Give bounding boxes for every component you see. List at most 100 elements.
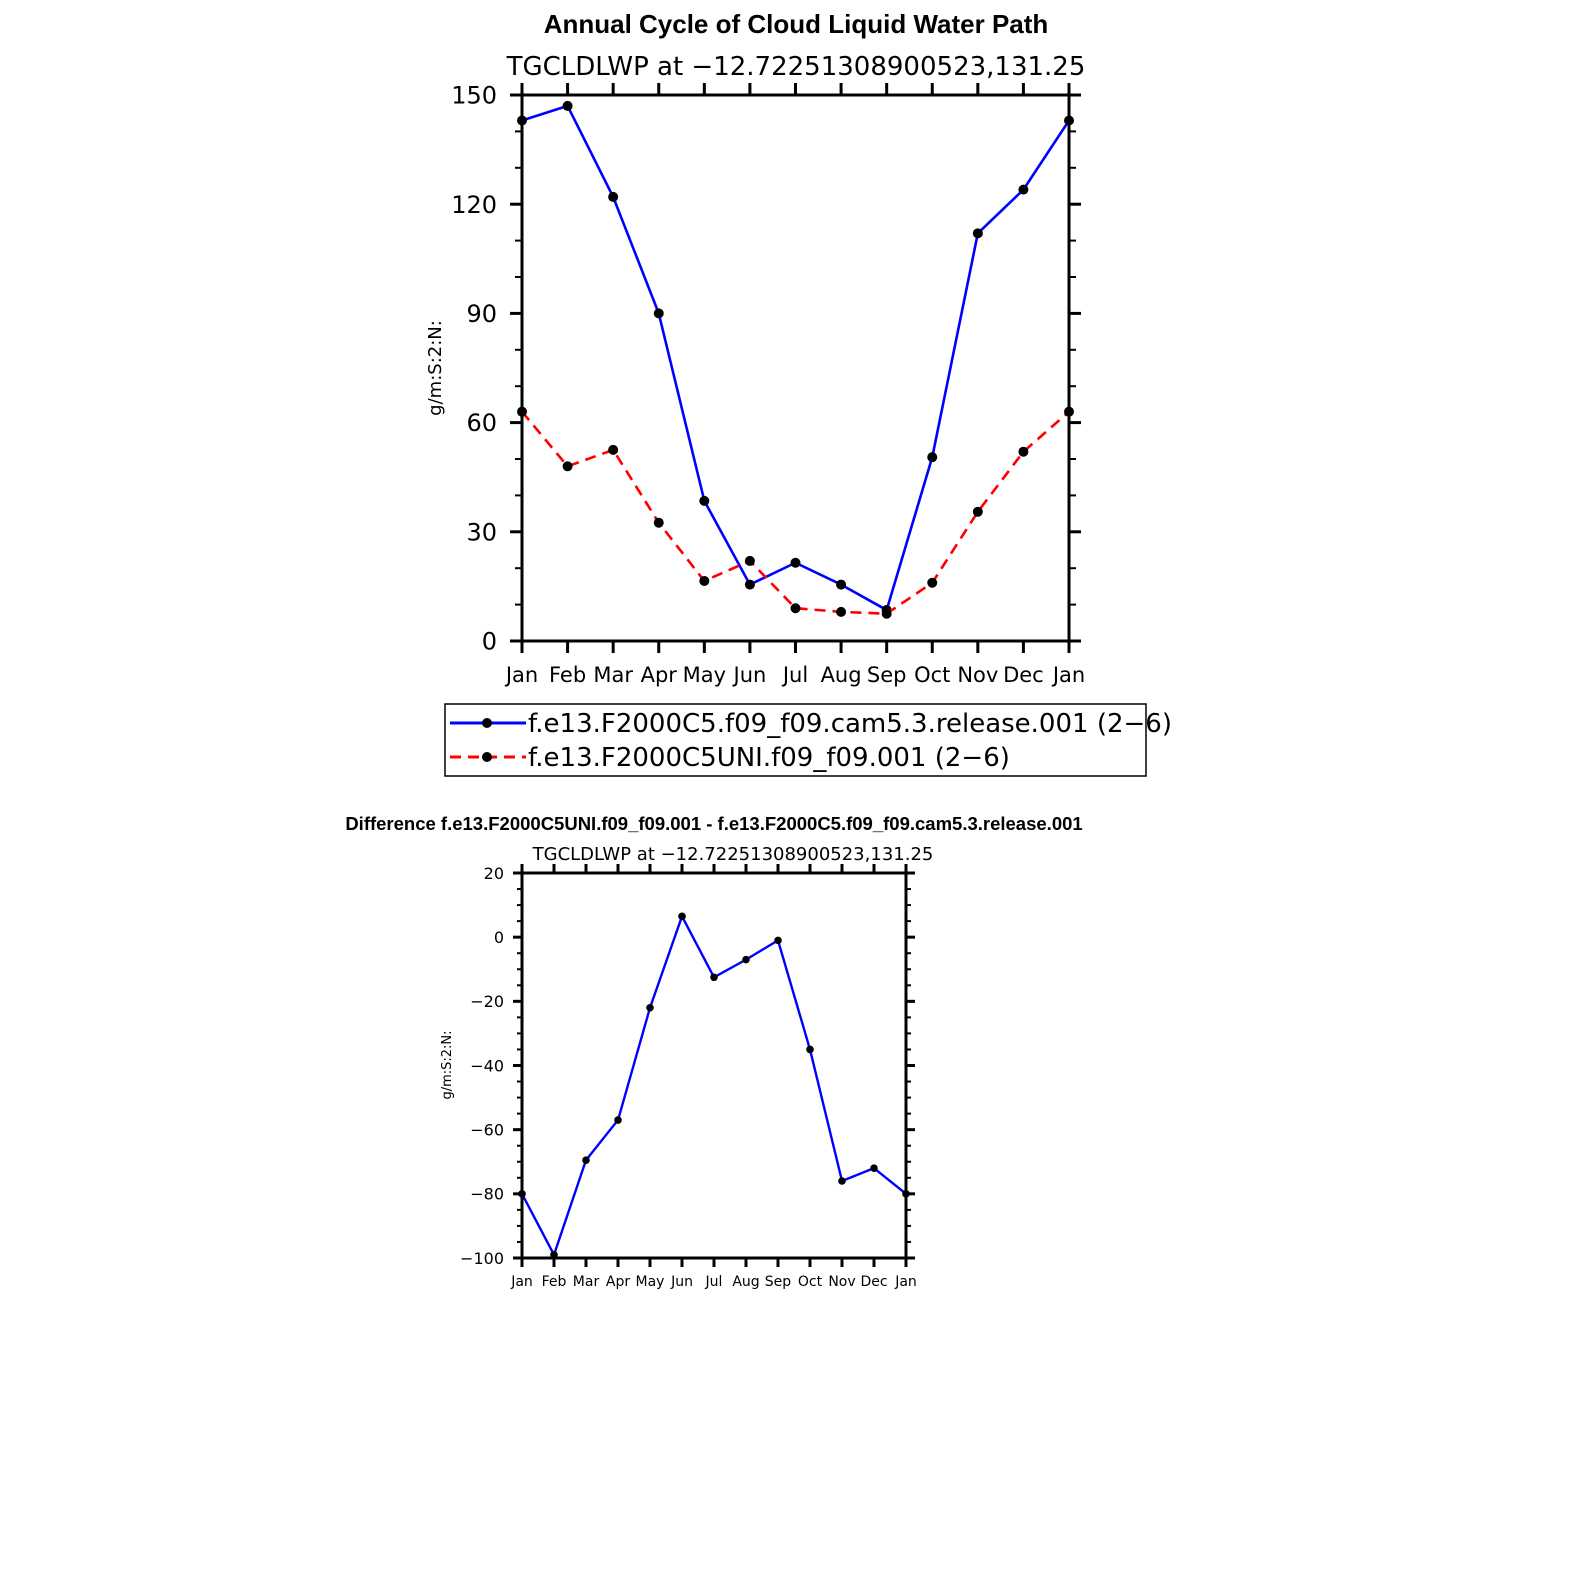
x-tick-label: Sep [765,1274,792,1290]
data-point [744,579,755,590]
data-point [710,973,718,982]
data-point [836,579,847,590]
data-point [517,115,527,126]
data-point [699,495,710,506]
x-tick-label: Jan [1051,663,1085,687]
data-point [562,461,573,472]
data-point [902,1190,910,1198]
data-point [614,1116,622,1124]
data-point [744,555,755,566]
y-tick-label: 90 [466,300,497,328]
y-axis-label: g/m:S:2:N: [425,320,446,416]
x-tick-labels: Jan Feb Mar Apr May Jun Jul Aug Sep Oct Nov Dec Jan [510,1274,917,1290]
x-tick-label: Jan [504,663,538,687]
x-tick-label: Jun [670,1274,693,1290]
data-point [653,308,664,319]
axis-ticks [513,864,915,1267]
data-point [870,1164,878,1172]
data-point [881,608,892,619]
y-tick-label: 0 [494,928,504,947]
x-tick-label: Aug [821,663,862,687]
data-point [972,228,983,239]
data-point [608,444,619,455]
difference-chart: Difference f.e13.F2000C5UNI.f09_f09.001 … [345,813,1082,1290]
axis-ticks [510,83,1081,653]
data-point [972,506,983,517]
data-point [836,606,847,617]
series-line-1 [521,410,1070,616]
x-tick-label: Jan [510,1274,533,1290]
x-tick-label: Mar [593,663,633,687]
y-tick-label: 0 [482,628,497,656]
legend: f.e13.F2000C5.f09_f09.cam5.3.release.001… [444,703,1172,777]
x-tick-label: Apr [641,663,678,687]
data-point [653,517,664,528]
legend-entry-blue: f.e13.F2000C5.f09_f09.cam5.3.release.001… [450,709,1172,739]
y-tick-labels: −100 −80 −60 −40 −20 0 20 [460,864,504,1268]
x-tick-label: Oct [798,1274,823,1290]
data-point [1018,446,1029,457]
data-point [1018,184,1029,195]
chart-subtitle: TGCLDLWP at −12.72251308900523,131.25 [532,844,934,865]
y-tick-label: 120 [451,191,497,219]
data-point [927,577,938,588]
x-tick-label: Dec [860,1274,887,1290]
y-tick-label: −60 [470,1120,504,1139]
x-tick-label: Oct [914,663,950,687]
data-point [608,191,619,202]
data-point [1064,406,1074,417]
data-point [838,1177,846,1185]
x-tick-label: May [636,1274,665,1290]
series-line-0 [521,104,1071,612]
y-tick-label: 30 [466,518,497,546]
y-tick-labels: 0 30 60 90 120 150 [451,82,497,656]
y-tick-label: −20 [470,992,504,1011]
x-tick-label: Aug [732,1274,759,1290]
y-tick-label: −40 [470,1056,504,1075]
y-tick-label: −100 [460,1249,504,1268]
x-tick-label: Dec [1003,663,1044,687]
x-tick-label: Jan [894,1274,917,1290]
data-point [742,955,750,964]
legend-swatch-marker [482,718,492,728]
data-point [1064,115,1074,126]
data-point [790,557,801,568]
series-line-0 [520,915,907,1256]
x-tick-labels: Jan Feb Mar Apr May Jun Jul Aug Sep Oct Nov Dec Jan [504,663,1085,687]
data-point [790,603,801,614]
y-tick-label: 20 [484,864,504,883]
x-tick-label: May [683,663,726,687]
x-tick-label: Sep [867,663,907,687]
x-tick-label: Jul [781,663,808,687]
data-point [678,912,686,921]
x-tick-label: Nov [828,1274,855,1290]
data-point [806,1045,814,1054]
x-tick-label: Apr [606,1274,630,1290]
x-tick-label: Jul [705,1274,723,1290]
plot-frame [520,871,908,1260]
y-axis-label: g/m:S:2:N: [440,1030,455,1099]
data-point [582,1156,590,1164]
data-point [699,575,710,586]
legend-box [444,703,1147,777]
series-group [518,912,910,1259]
y-tick-label: 60 [466,409,497,437]
legend-swatch-marker [482,752,492,762]
chart-title: Annual Cycle of Cloud Liquid Water Path [544,9,1049,39]
annual-cycle-chart: Annual Cycle of Cloud Liquid Water Path … [425,9,1172,777]
x-tick-label: Mar [573,1274,600,1290]
legend-label: f.e13.F2000C5UNI.f09_f09.001 (2−6) [528,743,1010,773]
x-tick-label: Feb [549,663,586,687]
x-tick-label: Feb [542,1274,567,1290]
data-point [774,936,782,945]
data-point [646,1003,654,1012]
y-tick-label: −80 [470,1185,504,1204]
chart-subtitle: TGCLDLWP at −12.72251308900523,131.25 [506,52,1086,82]
data-point [550,1250,558,1259]
legend-entry-red: f.e13.F2000C5UNI.f09_f09.001 (2−6) [450,743,1010,773]
chart-title: Difference f.e13.F2000C5UNI.f09_f09.001 … [345,813,1082,834]
x-tick-label: Jun [732,663,767,687]
y-tick-label: 150 [451,82,497,110]
data-point [927,452,938,463]
